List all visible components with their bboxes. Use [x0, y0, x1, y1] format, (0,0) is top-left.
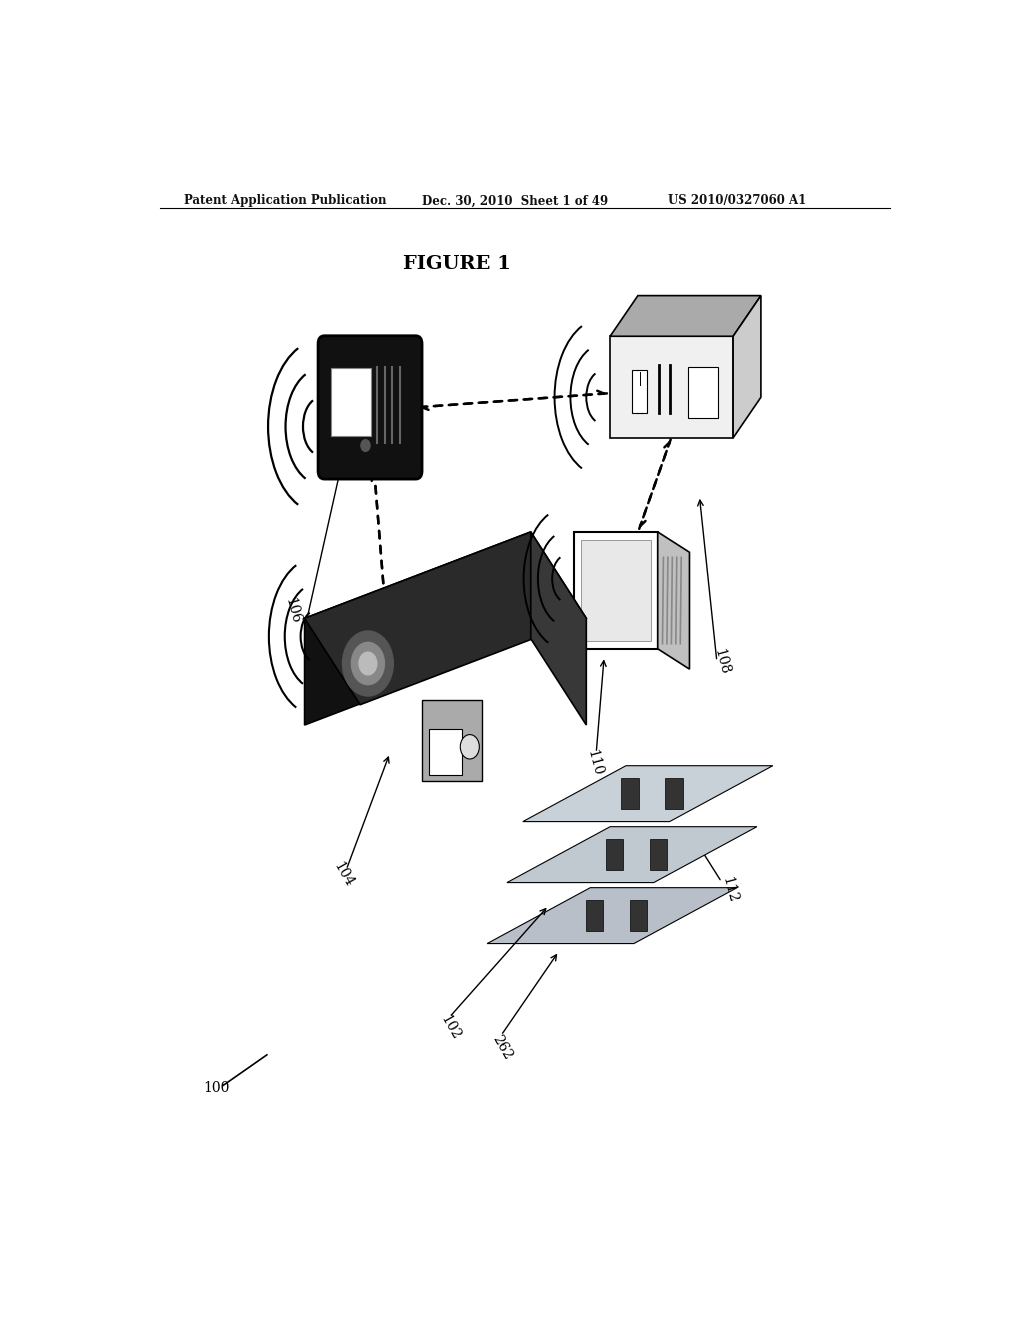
FancyBboxPatch shape: [331, 368, 371, 437]
Text: 110: 110: [585, 748, 605, 777]
Text: Dec. 30, 2010  Sheet 1 of 49: Dec. 30, 2010 Sheet 1 of 49: [422, 194, 608, 207]
Text: 262: 262: [489, 1032, 514, 1063]
FancyBboxPatch shape: [622, 779, 639, 809]
FancyBboxPatch shape: [687, 367, 719, 417]
FancyBboxPatch shape: [666, 779, 683, 809]
Polygon shape: [574, 532, 657, 649]
Polygon shape: [530, 532, 587, 725]
FancyBboxPatch shape: [605, 840, 624, 870]
Polygon shape: [487, 887, 737, 944]
Text: 100: 100: [204, 1081, 229, 1096]
FancyBboxPatch shape: [649, 840, 668, 870]
Text: US 2010/0327060 A1: US 2010/0327060 A1: [668, 194, 806, 207]
Circle shape: [342, 631, 393, 696]
Polygon shape: [581, 540, 651, 640]
Text: 102: 102: [437, 1012, 463, 1043]
FancyBboxPatch shape: [428, 729, 462, 775]
FancyBboxPatch shape: [630, 900, 647, 931]
Circle shape: [360, 440, 370, 451]
FancyBboxPatch shape: [632, 370, 647, 412]
Circle shape: [359, 652, 377, 675]
Text: Patent Application Publication: Patent Application Publication: [183, 194, 386, 207]
Text: 108: 108: [712, 647, 731, 676]
Polygon shape: [507, 826, 757, 883]
Polygon shape: [304, 532, 587, 705]
Text: 104: 104: [331, 861, 355, 890]
Polygon shape: [733, 296, 761, 438]
Polygon shape: [610, 296, 761, 337]
FancyBboxPatch shape: [318, 335, 422, 479]
Circle shape: [351, 643, 384, 685]
Text: FIGURE 1: FIGURE 1: [403, 255, 511, 273]
Polygon shape: [657, 532, 689, 669]
Text: 106: 106: [283, 597, 303, 626]
FancyBboxPatch shape: [422, 700, 481, 781]
Polygon shape: [304, 532, 530, 725]
FancyBboxPatch shape: [586, 900, 603, 931]
Circle shape: [460, 735, 479, 759]
Polygon shape: [523, 766, 773, 821]
Polygon shape: [610, 337, 733, 438]
Text: 112: 112: [719, 875, 739, 904]
